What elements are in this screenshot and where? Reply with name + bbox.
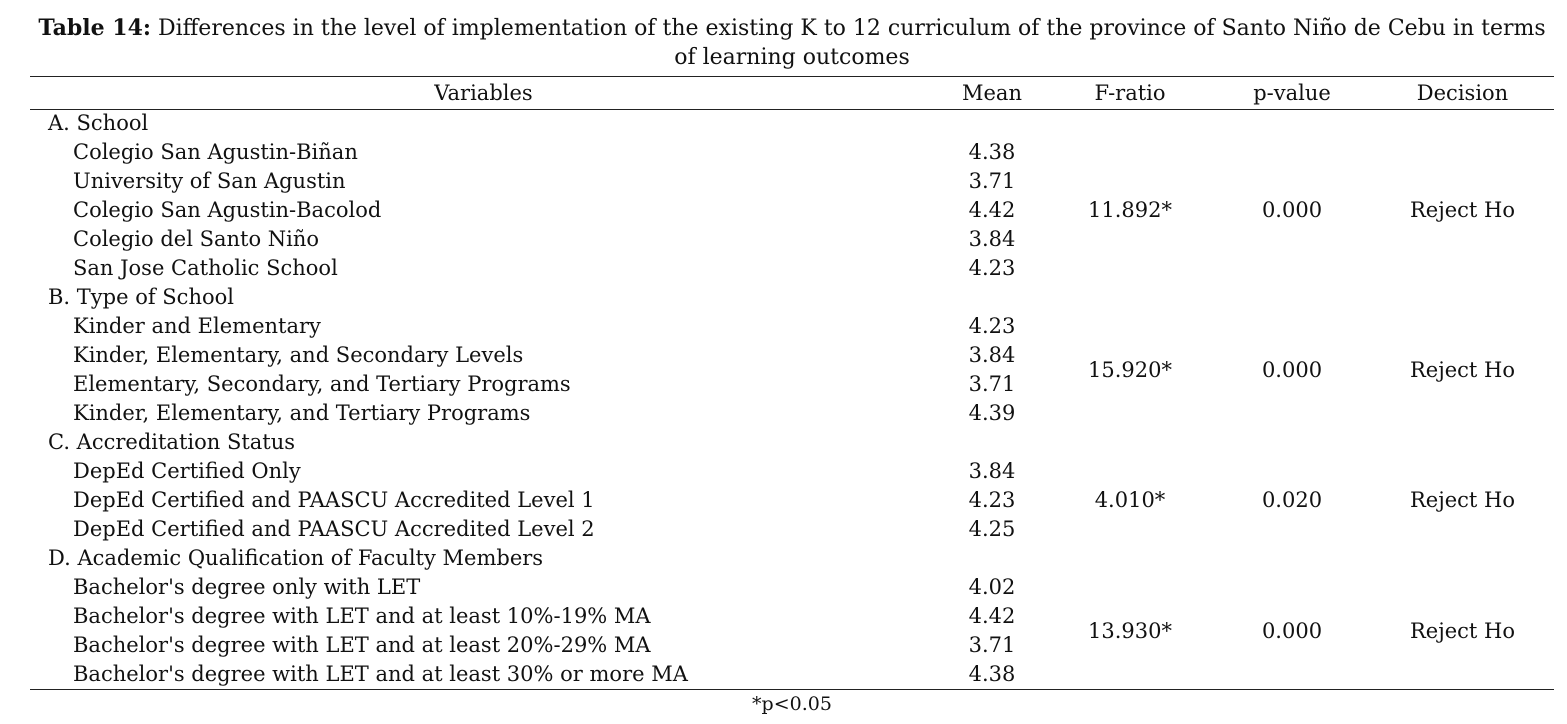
f-ratio-value: 15.920* — [1088, 357, 1172, 382]
group-row: D. Academic Qualification of Faculty Mem… — [30, 544, 1554, 573]
variable-name: University of San Agustin — [73, 169, 346, 193]
table-row: Bachelor's degree only with LET 4.02 13.… — [30, 573, 1554, 643]
group-row: B. Type of School — [30, 283, 1554, 312]
group-label: C. Accreditation Status — [48, 430, 296, 454]
group-row: C. Accreditation Status — [30, 428, 1554, 457]
p-value: 0.000 — [1261, 618, 1323, 643]
p-value: 0.000 — [1261, 198, 1323, 222]
mean-value: 4.23 — [968, 488, 1016, 512]
variable-name: DepEd Certified and PAASCU Accredited Le… — [73, 517, 595, 541]
header-f-ratio: F-ratio — [1094, 81, 1166, 105]
p-value: 0.020 — [1261, 488, 1323, 512]
table-row: DepEd Certified and PAASCU Accredited Le… — [30, 486, 1554, 515]
variable-name: San Jose Catholic School — [73, 256, 338, 280]
table-caption-text: Differences in the level of implementati… — [158, 16, 1546, 70]
results-table: Variables Mean F-ratio p-value Decision … — [30, 78, 1554, 689]
table-footnote: *p<0.05 — [752, 693, 832, 715]
table-bottom-rule — [30, 689, 1554, 690]
mean-value: 4.38 — [968, 140, 1016, 164]
mean-value: 4.39 — [968, 401, 1016, 425]
table-row: DepEd Certified Only 3.84 4.010* 0.020 R… — [30, 457, 1554, 512]
variable-name: Bachelor's degree only with LET — [73, 575, 421, 599]
table-top-rule — [30, 76, 1554, 77]
mean-value: 3.71 — [968, 169, 1016, 193]
f-ratio-value: 4.010* — [1094, 488, 1166, 512]
variable-name: Colegio San Agustin-Biñan — [73, 140, 358, 164]
table-row: Colegio San Agustin-Bacolod 4.42 — [30, 196, 1554, 225]
mean-value: 4.23 — [968, 314, 1016, 338]
f-ratio-value: 13.930* — [1088, 618, 1172, 643]
decision-value: Reject Ho — [1409, 488, 1515, 512]
table-row: Bachelor's degree with LET and at least … — [30, 660, 1554, 689]
variable-name: Bachelor's degree with LET and at least … — [73, 633, 651, 657]
variable-name: Elementary, Secondary, and Tertiary Prog… — [73, 372, 571, 396]
table-row: Kinder, Elementary, and Tertiary Program… — [30, 399, 1554, 428]
mean-value: 4.23 — [968, 256, 1016, 280]
table-row: San Jose Catholic School 4.23 — [30, 254, 1554, 283]
table-caption-label: Table 14: — [38, 15, 151, 41]
mean-value: 4.42 — [968, 604, 1016, 628]
mean-value: 3.84 — [968, 459, 1016, 483]
table-header-row: Variables Mean F-ratio p-value Decision — [30, 78, 1554, 109]
variable-name: Colegio del Santo Niño — [73, 227, 320, 251]
header-mean: Mean — [962, 81, 1022, 105]
group-label: A. School — [48, 111, 149, 135]
mean-value: 4.38 — [968, 662, 1016, 686]
mean-value: 4.02 — [968, 575, 1016, 599]
table-row: Kinder, Elementary, and Secondary Levels… — [30, 341, 1554, 370]
f-ratio-value: 11.892* — [1088, 198, 1172, 222]
variable-name: Kinder, Elementary, and Secondary Levels — [73, 343, 524, 367]
group-row: A. School — [30, 109, 1554, 138]
decision-value: Reject Ho — [1409, 198, 1515, 222]
mean-value: 4.25 — [968, 517, 1016, 541]
table-row: Kinder and Elementary 4.23 15.920* 0.000… — [30, 312, 1554, 382]
table-row: Colegio San Agustin-Biñan 4.38 11.892* 0… — [30, 138, 1554, 222]
decision-value: Reject Ho — [1409, 357, 1515, 382]
variable-name: DepEd Certified Only — [73, 459, 301, 483]
table-body: A. School Colegio San Agustin-Biñan 4.38… — [30, 109, 1554, 689]
mean-value: 3.84 — [968, 227, 1016, 251]
group-label: B. Type of School — [48, 285, 234, 309]
variable-name: DepEd Certified and PAASCU Accredited Le… — [73, 488, 595, 512]
variable-name: Colegio San Agustin-Bacolod — [73, 198, 382, 222]
p-value: 0.000 — [1261, 357, 1323, 382]
header-variables: Variables — [434, 81, 533, 105]
variable-name: Bachelor's degree with LET and at least … — [73, 604, 651, 628]
table-row: Colegio del Santo Niño 3.84 — [30, 225, 1554, 254]
header-p-value: p-value — [1253, 81, 1331, 105]
header-decision: Decision — [1416, 81, 1509, 105]
table-caption: Table 14: Differences in the level of im… — [30, 14, 1554, 72]
table-row: DepEd Certified and PAASCU Accredited Le… — [30, 515, 1554, 544]
group-label: D. Academic Qualification of Faculty Mem… — [48, 546, 544, 570]
table-row: University of San Agustin 3.71 — [30, 167, 1554, 196]
variable-name: Bachelor's degree with LET and at least … — [73, 662, 688, 686]
variable-name: Kinder and Elementary — [73, 314, 321, 338]
table-row: Elementary, Secondary, and Tertiary Prog… — [30, 370, 1554, 399]
table-header-rule — [30, 109, 1554, 110]
variable-name: Kinder, Elementary, and Tertiary Program… — [73, 401, 531, 425]
table-row: Bachelor's degree with LET and at least … — [30, 631, 1554, 660]
decision-value: Reject Ho — [1409, 618, 1515, 643]
mean-value: 4.42 — [968, 198, 1016, 222]
mean-value: 3.71 — [968, 633, 1016, 657]
mean-value: 3.84 — [968, 343, 1016, 367]
table-row: Bachelor's degree with LET and at least … — [30, 602, 1554, 631]
mean-value: 3.71 — [968, 372, 1016, 396]
